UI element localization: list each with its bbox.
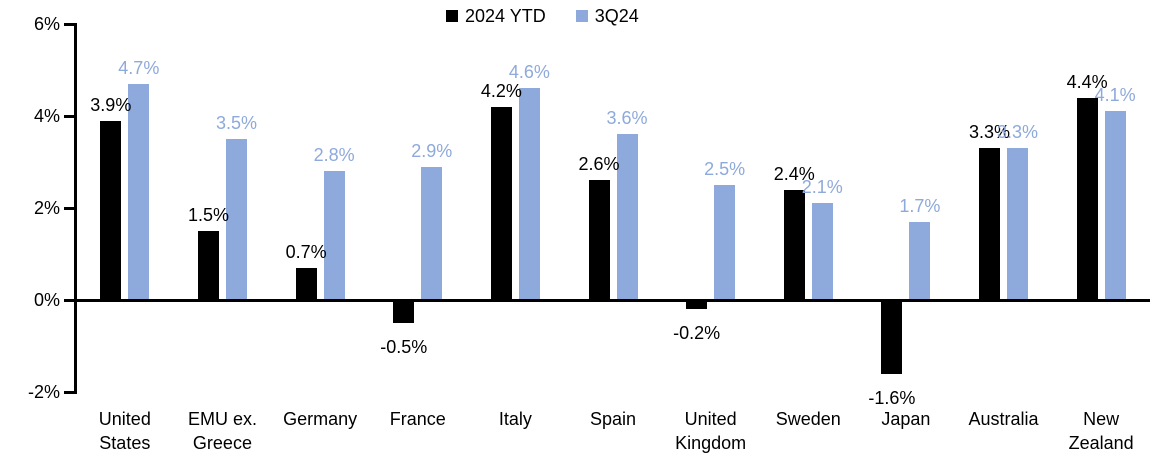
bar-2024-ytd bbox=[979, 148, 1001, 300]
bar-2024-ytd bbox=[588, 180, 610, 300]
bar-2024-ytd bbox=[783, 189, 805, 300]
bar-2024-ytd bbox=[393, 300, 415, 323]
bar-value-label: 3.6% bbox=[606, 108, 648, 129]
bar-2024-ytd bbox=[881, 300, 903, 374]
bar-value-label: 4.2% bbox=[480, 80, 522, 101]
bar-3q24 bbox=[323, 171, 345, 300]
bar-value-label: -0.5% bbox=[380, 337, 428, 357]
y-tick-label: 6% bbox=[33, 14, 60, 34]
bar-value-label: 1.5% bbox=[187, 205, 229, 225]
legend-label-3q24: 3Q24 bbox=[594, 6, 639, 26]
bar-2024-ytd bbox=[100, 120, 122, 300]
x-category-label: Italy bbox=[498, 409, 532, 429]
y-tick bbox=[64, 23, 77, 26]
chart-legend: 2024 YTD 3Q24 bbox=[446, 7, 639, 25]
bar-value-label: 2.1% bbox=[801, 177, 843, 198]
bar-value-label: 4.1% bbox=[1094, 85, 1136, 106]
bar-2024-ytd bbox=[490, 106, 512, 300]
bar-3q24 bbox=[1007, 148, 1029, 300]
bar-3q24 bbox=[811, 203, 833, 300]
bar-value-label: 2.9% bbox=[411, 140, 453, 161]
bar-value-label: 4.7% bbox=[118, 57, 160, 78]
bar-3q24 bbox=[518, 88, 540, 300]
legend-label-2024-ytd: 2024 YTD bbox=[465, 6, 546, 26]
bar-3q24 bbox=[616, 134, 638, 300]
legend-item-3q24: 3Q24 bbox=[575, 6, 639, 26]
legend-swatch-2024-ytd bbox=[446, 10, 458, 22]
bar-value-label: 3.9% bbox=[90, 94, 132, 115]
bar-value-label: 2.6% bbox=[578, 154, 620, 175]
bar-value-label: 2.5% bbox=[704, 159, 746, 179]
y-tick-label: 0% bbox=[33, 290, 60, 310]
x-category-label: Australia bbox=[968, 409, 1039, 429]
y-tick bbox=[64, 391, 77, 394]
bar-3q24 bbox=[714, 185, 736, 300]
bar-2024-ytd bbox=[197, 231, 219, 300]
bar-2024-ytd bbox=[295, 267, 317, 300]
bar-3q24 bbox=[1104, 111, 1126, 300]
x-category-label: United States bbox=[98, 409, 151, 453]
x-category-label: United Kingdom bbox=[675, 409, 747, 453]
bar-value-label: 2.4% bbox=[773, 163, 815, 184]
bar-value-label: 3.3% bbox=[969, 122, 1011, 143]
y-tick-label: 4% bbox=[33, 106, 60, 126]
bar-2024-ytd bbox=[686, 300, 708, 310]
x-category-label: EMU ex. Greece bbox=[187, 409, 257, 453]
bar-value-label: -0.2% bbox=[673, 323, 721, 344]
bar-3q24 bbox=[421, 166, 443, 300]
y-tick bbox=[64, 207, 77, 210]
bar-3q24 bbox=[225, 139, 247, 300]
zero-line bbox=[64, 299, 1150, 302]
y-tick bbox=[64, 115, 77, 118]
bar-value-label: -1.6% bbox=[868, 387, 916, 408]
bar-value-label: 3.3% bbox=[997, 122, 1039, 143]
bar-value-label: 4.4% bbox=[1066, 71, 1108, 92]
legend-swatch-3q24 bbox=[575, 10, 588, 22]
bar-value-label: 1.7% bbox=[899, 195, 941, 216]
x-category-label: France bbox=[389, 409, 446, 429]
x-category-label: Germany bbox=[283, 409, 358, 429]
bar-3q24 bbox=[909, 221, 931, 300]
legend-item-2024-ytd: 2024 YTD bbox=[446, 7, 546, 25]
x-category-label: Spain bbox=[589, 409, 637, 429]
y-tick-label: 2% bbox=[33, 198, 60, 218]
x-category-label: Sweden bbox=[775, 409, 841, 429]
bar-value-label: 3.5% bbox=[215, 113, 257, 133]
bar-value-label: 4.6% bbox=[508, 62, 550, 83]
bar-3q24 bbox=[128, 83, 150, 300]
x-category-label: New Zealand bbox=[1068, 409, 1134, 453]
bar-2024-ytd bbox=[1076, 97, 1098, 300]
y-tick-label: -2% bbox=[27, 382, 60, 402]
bar-value-label: 0.7% bbox=[285, 241, 327, 262]
bar-value-label: 2.8% bbox=[313, 145, 355, 166]
x-category-label: Japan bbox=[881, 409, 931, 429]
